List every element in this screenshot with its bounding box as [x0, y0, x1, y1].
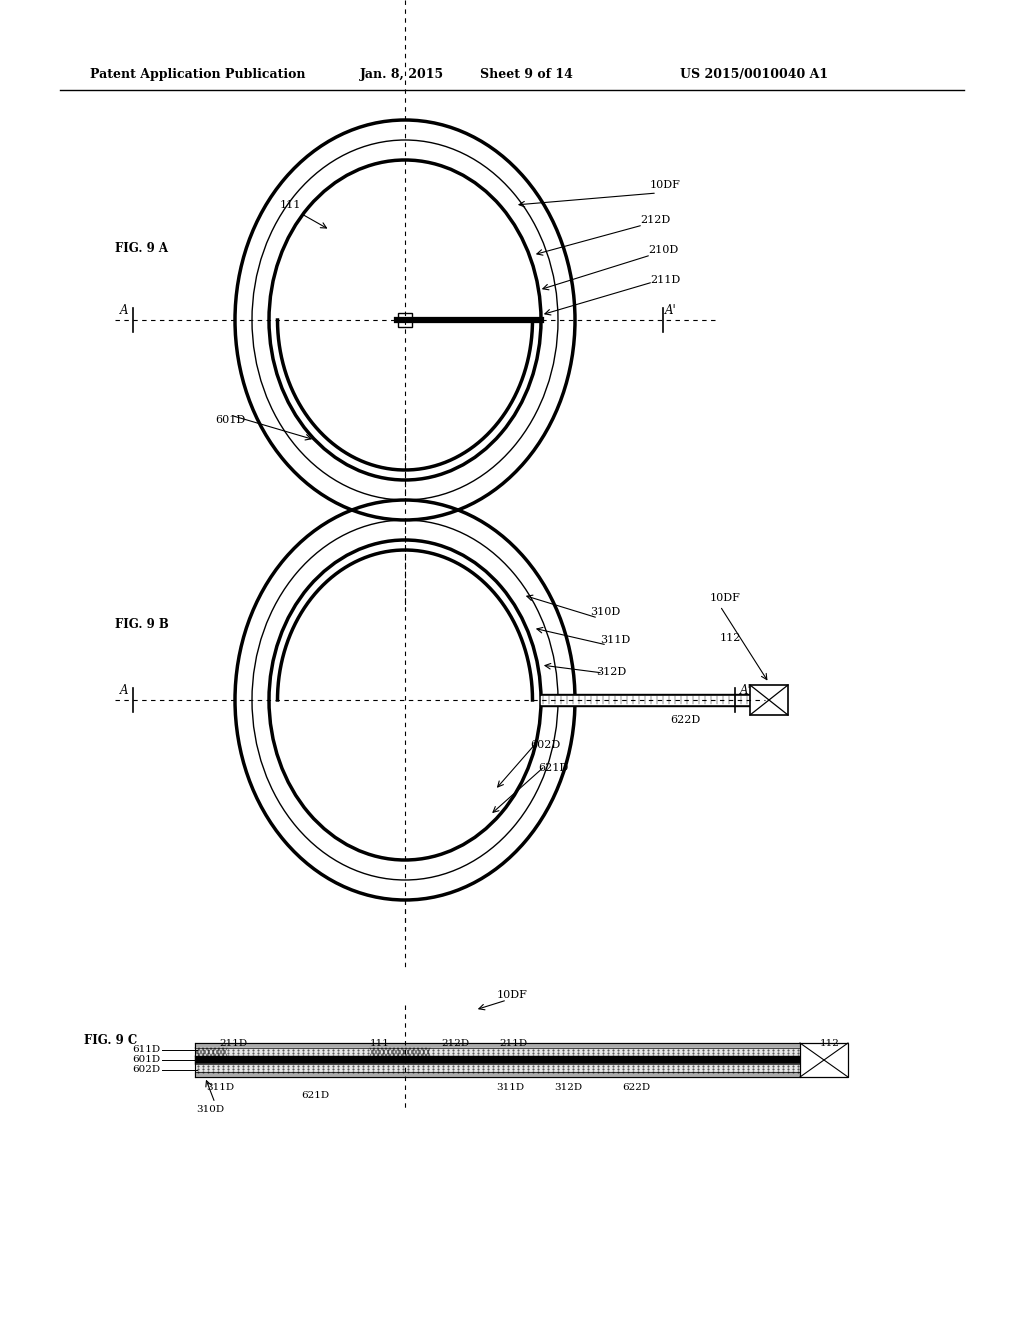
- Text: A: A: [120, 684, 128, 697]
- Text: 312D: 312D: [554, 1084, 582, 1093]
- Text: 10DF: 10DF: [710, 593, 741, 603]
- Text: A': A': [740, 684, 752, 697]
- Text: 622D: 622D: [670, 715, 700, 725]
- Text: 211D: 211D: [219, 1039, 247, 1048]
- Text: 602D: 602D: [530, 741, 560, 750]
- Text: 10DF: 10DF: [650, 180, 681, 190]
- Text: FIG. 9 A: FIG. 9 A: [115, 242, 168, 255]
- Text: 211D: 211D: [499, 1039, 527, 1048]
- Text: US 2015/0010040 A1: US 2015/0010040 A1: [680, 69, 828, 81]
- Text: 311D: 311D: [206, 1084, 234, 1093]
- Text: 622D: 622D: [622, 1084, 650, 1093]
- Text: 311D: 311D: [496, 1084, 524, 1093]
- Bar: [398, 313, 412, 327]
- Bar: [800, 1043, 848, 1077]
- Text: FIG. 9 C: FIG. 9 C: [84, 1034, 137, 1047]
- Bar: [750, 685, 788, 715]
- Text: 621D: 621D: [538, 763, 568, 774]
- Text: 111: 111: [370, 1039, 390, 1048]
- Text: 312D: 312D: [596, 667, 627, 677]
- Text: 111: 111: [280, 201, 301, 210]
- Text: Jan. 8, 2015: Jan. 8, 2015: [360, 69, 444, 81]
- Text: 211D: 211D: [650, 275, 680, 285]
- Text: 602D: 602D: [132, 1065, 160, 1074]
- Text: 112: 112: [720, 634, 741, 643]
- Text: 112: 112: [820, 1039, 840, 1048]
- Text: Sheet 9 of 14: Sheet 9 of 14: [480, 69, 572, 81]
- Text: A: A: [120, 304, 128, 317]
- Text: 212D: 212D: [640, 215, 671, 224]
- Text: Patent Application Publication: Patent Application Publication: [90, 69, 305, 81]
- Text: 212D: 212D: [441, 1039, 469, 1048]
- Text: 311D: 311D: [600, 635, 630, 645]
- Text: FIG. 9 B: FIG. 9 B: [115, 619, 169, 631]
- Text: 10DF: 10DF: [497, 990, 528, 1001]
- Text: 611D: 611D: [132, 1045, 160, 1055]
- Text: 310D: 310D: [590, 607, 621, 616]
- Text: 210D: 210D: [648, 246, 678, 255]
- Text: 621D: 621D: [301, 1092, 329, 1101]
- Text: 310D: 310D: [196, 1106, 224, 1114]
- Text: 601D: 601D: [132, 1056, 160, 1064]
- Text: A': A': [665, 304, 677, 317]
- Text: 601D: 601D: [215, 414, 246, 425]
